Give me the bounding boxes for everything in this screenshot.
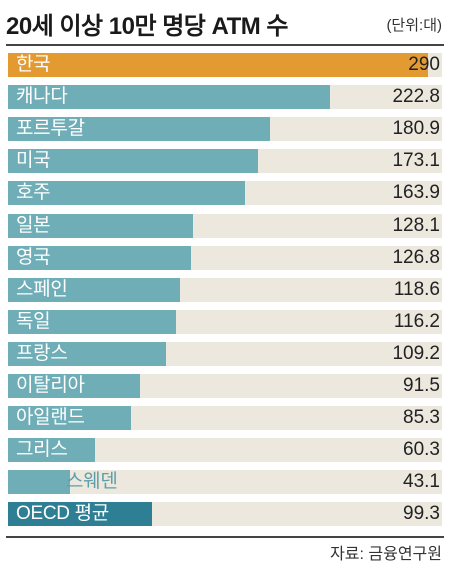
bar bbox=[8, 149, 258, 173]
bar bbox=[8, 246, 191, 270]
bar bbox=[8, 502, 152, 526]
bar bbox=[8, 278, 180, 302]
value-label: 126.8 bbox=[392, 247, 440, 268]
value-label: 222.8 bbox=[392, 86, 440, 107]
value-label: 116.2 bbox=[393, 311, 440, 332]
category-label: 프랑스 bbox=[16, 343, 68, 364]
bar bbox=[8, 470, 70, 494]
value-label: 163.9 bbox=[392, 182, 440, 203]
category-label: 그리스 bbox=[16, 439, 68, 460]
category-label: 아일랜드 bbox=[16, 407, 85, 428]
bar bbox=[8, 117, 270, 141]
value-label: 43.1 bbox=[403, 471, 440, 492]
category-label: 일본 bbox=[16, 215, 51, 236]
bar bbox=[8, 406, 131, 430]
bar bbox=[8, 310, 176, 334]
value-label: 91.5 bbox=[403, 375, 440, 396]
bar bbox=[8, 214, 193, 238]
category-label: 호주 bbox=[16, 182, 51, 203]
chart-title: 20세 이상 10만 명당 ATM 수 bbox=[6, 13, 289, 40]
category-label: 포르투갈 bbox=[16, 118, 85, 139]
value-label: 109.2 bbox=[392, 343, 440, 364]
value-label: 99.3 bbox=[403, 503, 440, 524]
category-label: 한국 bbox=[16, 54, 51, 75]
category-label: OECD 평균 bbox=[16, 503, 110, 524]
bar bbox=[8, 374, 140, 398]
bar bbox=[8, 342, 166, 366]
source-label: 자료: 금융연구원 bbox=[330, 546, 442, 563]
value-label: 180.9 bbox=[392, 118, 440, 139]
category-label: 스웨덴 bbox=[66, 471, 118, 492]
value-label: 118.6 bbox=[393, 279, 440, 300]
category-label: 이탈리아 bbox=[16, 375, 85, 396]
bottom-rule bbox=[6, 536, 444, 538]
top-rule bbox=[6, 44, 444, 46]
bar bbox=[8, 438, 95, 462]
value-label: 173.1 bbox=[392, 150, 440, 171]
bar-track bbox=[8, 470, 442, 494]
category-label: 독일 bbox=[16, 311, 51, 332]
category-label: 영국 bbox=[16, 247, 51, 268]
value-label: 60.3 bbox=[403, 439, 440, 460]
bar bbox=[8, 85, 330, 109]
category-label: 캐나다 bbox=[16, 86, 68, 107]
value-label: 85.3 bbox=[403, 407, 440, 428]
unit-label: (단위:대) bbox=[386, 17, 442, 34]
category-label: 스페인 bbox=[16, 279, 68, 300]
value-label: 128.1 bbox=[392, 215, 440, 236]
bar bbox=[8, 181, 245, 205]
category-label: 미국 bbox=[16, 150, 51, 171]
value-label: 290 bbox=[408, 54, 440, 75]
bar bbox=[8, 53, 428, 77]
